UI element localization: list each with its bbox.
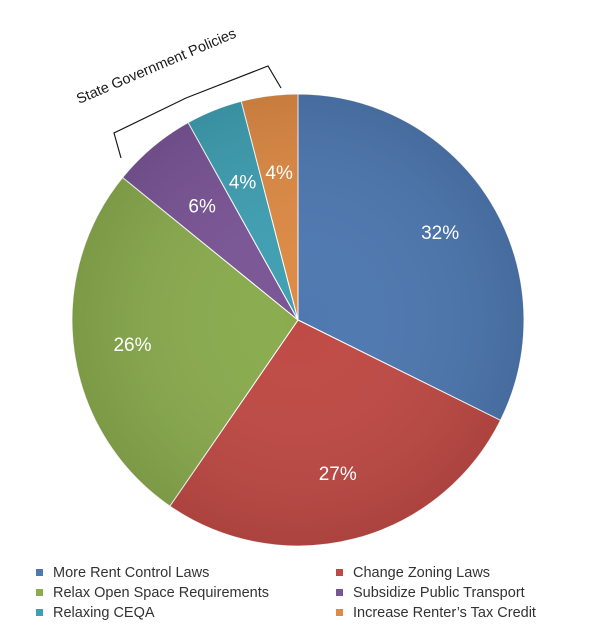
pie-slice-label: 4% xyxy=(265,163,293,184)
legend-label: More Rent Control Laws xyxy=(53,564,210,581)
legend-item: Increase Renter’s Tax Credit xyxy=(336,603,576,622)
pie-chart: 32% 27% 26% 6% 4% 4% State Government Policie… xyxy=(71,26,525,547)
legend-item: Relax Open Space Requirements xyxy=(36,583,336,602)
legend-item: Subsidize Public Transport xyxy=(336,583,576,602)
legend-swatch xyxy=(36,569,43,576)
pie-slice-label: 32% xyxy=(421,223,459,244)
pie-slice-label: 4% xyxy=(229,173,257,194)
legend-swatch xyxy=(36,609,43,616)
chart-legend: More Rent Control Laws Change Zoning Laws… xyxy=(36,563,576,622)
pie-slice-label: 26% xyxy=(113,335,151,356)
legend-item: More Rent Control Laws xyxy=(36,563,336,582)
legend-item: Relaxing CEQA xyxy=(36,603,336,622)
legend-swatch xyxy=(336,569,343,576)
pie-slice-label: 6% xyxy=(188,197,216,218)
legend-label: Relax Open Space Requirements xyxy=(53,584,270,601)
pie-shading xyxy=(72,94,524,546)
annotation-label: State Government Policies xyxy=(74,26,238,108)
pie-slice-label: 27% xyxy=(319,464,357,485)
legend-swatch xyxy=(336,589,343,596)
legend-label: Subsidize Public Transport xyxy=(353,584,525,601)
annotation-bracket xyxy=(113,65,282,159)
legend-label: Relaxing CEQA xyxy=(53,604,155,621)
legend-swatch xyxy=(336,609,343,616)
legend-swatch xyxy=(36,589,43,596)
legend-label: Change Zoning Laws xyxy=(353,564,491,581)
legend-item: Change Zoning Laws xyxy=(336,563,576,582)
legend-label: Increase Renter’s Tax Credit xyxy=(353,604,536,621)
pie-slices xyxy=(71,93,525,547)
pie-slice-labels: 32% 27% 26% 6% 4% 4% xyxy=(113,163,459,485)
